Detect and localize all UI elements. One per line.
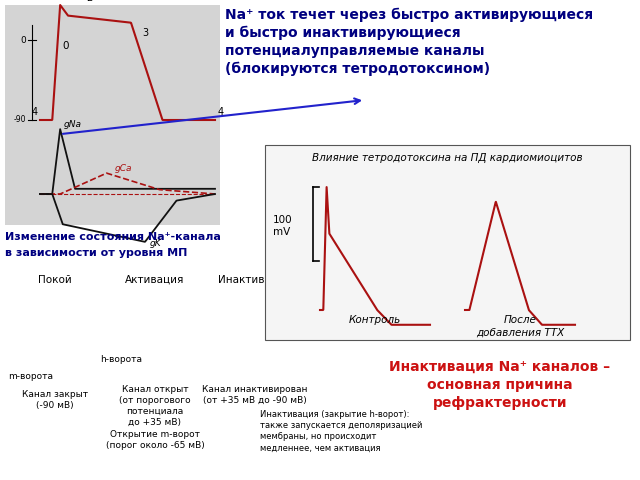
Text: Контроль: Контроль bbox=[349, 315, 401, 325]
Text: m-ворота: m-ворота bbox=[8, 372, 53, 381]
Text: Покой: Покой bbox=[38, 275, 72, 285]
Bar bbox=[265, 145, 630, 340]
Bar bbox=[5, 5, 220, 225]
Text: Активация: Активация bbox=[125, 275, 185, 285]
Text: Инактивация (закрытие h-ворот):
также запускается деполяризацией
мембраны, но пр: Инактивация (закрытие h-ворот): также за… bbox=[260, 410, 422, 452]
Text: gK: gK bbox=[150, 239, 161, 248]
Text: Влияние тетродотоксина на ПД кардиомиоцитов: Влияние тетродотоксина на ПД кардиомиоци… bbox=[312, 153, 583, 163]
Text: и быстро инактивирующиеся: и быстро инактивирующиеся bbox=[225, 26, 461, 40]
Text: в зависимости от уровня МП: в зависимости от уровня МП bbox=[5, 248, 188, 258]
Text: 0: 0 bbox=[62, 41, 68, 51]
Text: Канал инактивирован
(от +35 мВ до -90 мВ): Канал инактивирован (от +35 мВ до -90 мВ… bbox=[202, 385, 308, 405]
Text: рефрактерности: рефрактерности bbox=[433, 396, 567, 410]
Text: (блокируются тетродотоксином): (блокируются тетродотоксином) bbox=[225, 62, 490, 76]
Text: h-ворота: h-ворота bbox=[100, 355, 142, 364]
Text: Инактивация: Инактивация bbox=[218, 275, 292, 285]
Text: gNa: gNa bbox=[64, 120, 82, 129]
Text: Открытие m-ворот
(порог около -65 мВ): Открытие m-ворот (порог около -65 мВ) bbox=[106, 430, 204, 450]
Text: потенциалуправляемые каналы: потенциалуправляемые каналы bbox=[225, 44, 484, 58]
Text: -90: -90 bbox=[13, 116, 26, 124]
Text: Канал открыт
(от порогового
потенциала
до +35 мВ): Канал открыт (от порогового потенциала д… bbox=[119, 385, 191, 427]
Text: Изменение состояния Na⁺-канала: Изменение состояния Na⁺-канала bbox=[5, 232, 221, 242]
Text: 3: 3 bbox=[142, 28, 148, 38]
Text: gCa: gCa bbox=[115, 164, 132, 173]
Text: 0: 0 bbox=[20, 36, 26, 45]
Text: основная причина: основная причина bbox=[427, 378, 573, 392]
Text: Инактивация Na⁺ каналов –: Инактивация Na⁺ каналов – bbox=[389, 360, 611, 374]
Text: 1: 1 bbox=[62, 0, 68, 2]
Text: Канал закрыт
(-90 мВ): Канал закрыт (-90 мВ) bbox=[22, 390, 88, 410]
Text: После
добавления ТТХ: После добавления ТТХ bbox=[476, 315, 564, 337]
Text: 4: 4 bbox=[218, 107, 224, 117]
Text: Na⁺ ток течет через быстро активирующиеся: Na⁺ ток течет через быстро активирующиес… bbox=[225, 8, 593, 22]
Text: 2: 2 bbox=[86, 0, 92, 3]
Text: 4: 4 bbox=[32, 107, 38, 117]
Text: 100
mV: 100 mV bbox=[273, 215, 292, 237]
